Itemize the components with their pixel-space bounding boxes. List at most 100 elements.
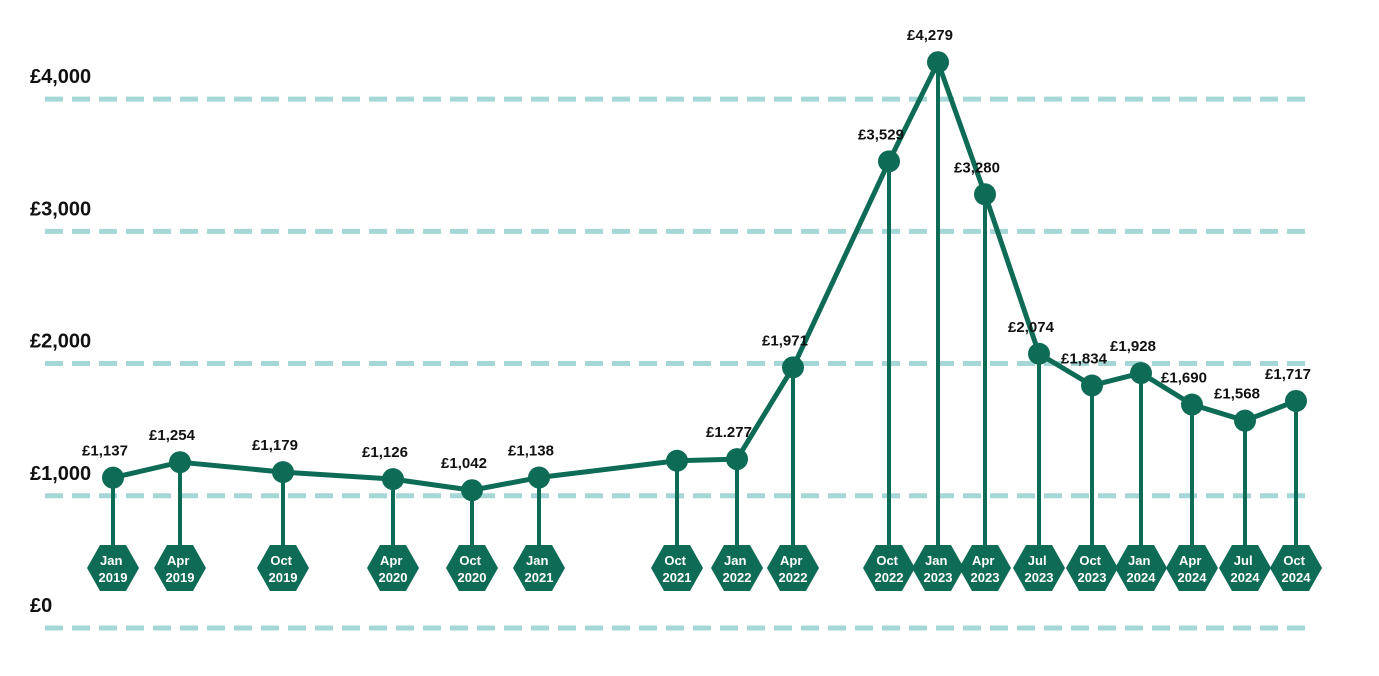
point [1181, 393, 1203, 416]
x-tick-label-part: 2024 [1231, 570, 1261, 585]
y-tick-label: £2,000 [30, 331, 91, 353]
x-tick-label: Apr 2020 [379, 553, 408, 585]
x-tick-label-part: 2022 [875, 570, 904, 585]
point [1081, 374, 1103, 397]
x-tick-label-part: 2024 [1127, 570, 1157, 585]
x-tick-label-part: Jan [100, 553, 126, 568]
value-label: £3,280 [954, 159, 1000, 176]
x-tick-label-part: Oct [1079, 553, 1104, 568]
y-tick-label: £1,000 [30, 463, 91, 485]
x-tick-label: Jan 2023 [924, 553, 953, 585]
value-label: £1,834 [1061, 351, 1108, 368]
x-tick-label-part: Jul [1234, 553, 1256, 568]
category-badge [513, 545, 565, 591]
x-tick-label: Jul 2024 [1231, 553, 1261, 585]
y-tick-label: £4,000 [30, 66, 91, 88]
x-tick-label-part: 2023 [1078, 570, 1107, 585]
value-label: £1,690 [1161, 370, 1207, 387]
value-label: £3,529 [858, 126, 904, 143]
category-badge [154, 545, 206, 591]
value-label: £1,126 [362, 444, 408, 461]
point [974, 183, 996, 206]
point [1130, 362, 1152, 385]
x-tick-label-part: 2023 [924, 570, 953, 585]
category-badge [1166, 545, 1218, 591]
x-tick-label-part: Apr [780, 553, 806, 568]
point [666, 449, 688, 472]
x-tick-label-part: Oct [270, 553, 295, 568]
category-badge [1115, 545, 1167, 591]
point [461, 479, 483, 502]
x-tick-label: Jan 2019 [99, 553, 128, 585]
value-label: £1,717 [1265, 366, 1311, 383]
x-tick-label-part: Oct [664, 553, 689, 568]
x-tick-label: Apr 2019 [166, 553, 195, 585]
x-tick-label-part: 2024 [1178, 570, 1208, 585]
x-tick-label: Apr 2023 [971, 553, 1000, 585]
x-tick-label-part: 2019 [269, 570, 298, 585]
x-tick-label-part: 2022 [779, 570, 808, 585]
x-tick-label-part: Apr [972, 553, 998, 568]
point [528, 466, 550, 489]
x-tick-label-part: 2020 [379, 570, 408, 585]
category-badge [367, 545, 419, 591]
x-tick-label-part: Jan [724, 553, 750, 568]
x-tick-label-part: 2021 [663, 570, 692, 585]
y-tick-label: £0 [30, 595, 52, 617]
point [1028, 342, 1050, 365]
point [878, 150, 900, 173]
x-tick-label: Oct 2022 [875, 553, 904, 585]
x-tick-label-part: 2019 [166, 570, 195, 585]
line [112, 59, 1297, 493]
x-tick-label-part: Apr [1179, 553, 1205, 568]
x-tick-label-part: 2022 [723, 570, 752, 585]
value-label: £1,179 [252, 437, 298, 454]
x-tick-label-part: Apr [167, 553, 193, 568]
x-tick-label: Jan 2024 [1127, 553, 1157, 585]
x-tick-label: Oct 2024 [1282, 553, 1312, 585]
value-label: £1,137 [82, 443, 128, 460]
value-label: £1,138 [508, 443, 554, 460]
category-badge [87, 545, 139, 591]
x-tick-label-part: Jan [1128, 553, 1154, 568]
x-tick-label: Jan 2022 [723, 553, 752, 585]
value-label: £4,279 [907, 27, 953, 44]
x-tick-label-part: 2021 [525, 570, 554, 585]
point [1285, 389, 1307, 412]
x-tick-label-part: 2020 [458, 570, 487, 585]
point [782, 356, 804, 379]
x-tick-label-part: 2023 [971, 570, 1000, 585]
x-tick-label-part: Apr [380, 553, 406, 568]
category-badge [257, 545, 309, 591]
point [726, 448, 748, 471]
x-tick-label: Jul 2023 [1025, 553, 1054, 585]
category-badge [863, 545, 915, 591]
x-tick-label-part: Oct [876, 553, 901, 568]
x-tick-label-part: Jan [526, 553, 552, 568]
category-badge [651, 545, 703, 591]
value-label: £1,928 [1110, 338, 1156, 355]
value-label: £2,074 [1008, 319, 1055, 336]
x-tick-label-part: Jul [1028, 553, 1050, 568]
value-label: £1,568 [1214, 386, 1260, 403]
x-tick-label: Oct 2021 [663, 553, 692, 585]
x-tick-label-part: 2019 [99, 570, 128, 585]
value-label: £1,971 [762, 332, 808, 349]
point [1234, 409, 1256, 432]
x-tick-label: Oct 2020 [458, 553, 487, 585]
x-tick-label: Oct 2019 [269, 553, 298, 585]
value-label: £1,254 [149, 427, 196, 444]
category-badge [1219, 545, 1271, 591]
x-tick-label-part: Oct [459, 553, 484, 568]
category-badge [1270, 545, 1322, 591]
point [102, 466, 124, 489]
x-tick-label-part: 2023 [1025, 570, 1054, 585]
x-tick-label: Apr 2022 [779, 553, 808, 585]
point [272, 461, 294, 484]
y-tick-label: £3,000 [30, 198, 91, 220]
x-tick-label: Oct 2023 [1078, 553, 1107, 585]
category-badge [1066, 545, 1118, 591]
x-tick-label-part: Oct [1283, 553, 1308, 568]
category-badge [446, 545, 498, 591]
